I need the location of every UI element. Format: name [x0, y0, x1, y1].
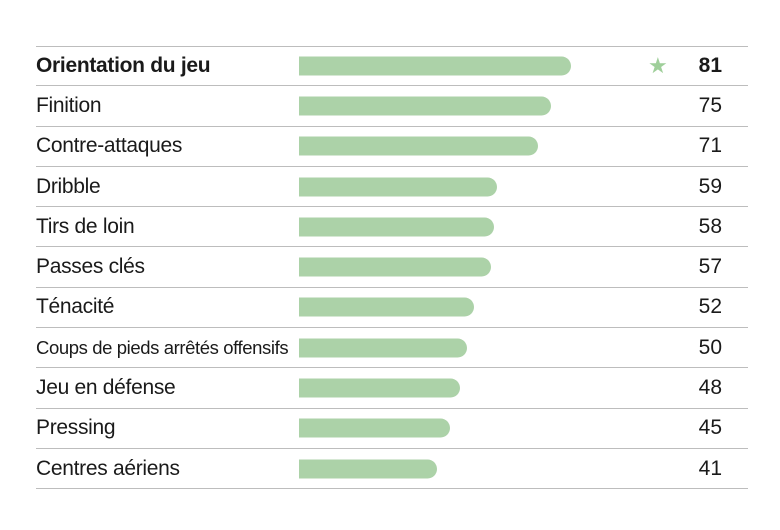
category-label: Tirs de loin: [36, 214, 135, 238]
value-label: 41: [698, 456, 722, 480]
value-label: 71: [698, 134, 722, 158]
chart-row: Ténacité 52: [36, 288, 748, 329]
bar: [299, 217, 494, 237]
category-label: Pressing: [36, 416, 116, 440]
bar: [299, 459, 437, 479]
value-label: 52: [698, 295, 722, 319]
bar: [299, 418, 451, 438]
chart-row: Jeu en défense 48: [36, 368, 748, 409]
value-label: 75: [698, 93, 722, 117]
chart-row: Finition 75: [36, 86, 748, 127]
value-label: 59: [698, 174, 722, 198]
bar: [299, 136, 538, 156]
chart-row: Centres aériens 41: [36, 449, 748, 490]
chart-row: Passes clés 57: [36, 247, 748, 288]
bar: [299, 378, 461, 398]
bar: [299, 56, 572, 76]
chart-row: Orientation du jeu ★ 81: [36, 46, 748, 87]
bar: [299, 177, 498, 197]
value-label: 45: [698, 416, 722, 440]
bar: [299, 96, 551, 116]
category-label: Contre-attaques: [36, 134, 183, 158]
category-label: Dribble: [36, 174, 101, 198]
category-label: Orientation du jeu: [36, 54, 211, 78]
chart-row: Coups de pieds arrêtés offensifs 50: [36, 328, 748, 369]
chart-row: Tirs de loin 58: [36, 207, 748, 248]
bar: [299, 338, 467, 358]
category-label: Jeu en défense: [36, 376, 176, 400]
bar: [299, 257, 491, 277]
value-label: 81: [698, 54, 722, 78]
category-label: Coups de pieds arrêtés offensifs: [36, 336, 289, 358]
value-label: 48: [698, 376, 722, 400]
value-label: 58: [698, 214, 722, 238]
stat-bar-chart: Orientation du jeu ★ 81 Finition 75 Contre-at…: [36, 46, 748, 490]
chart-row: Pressing 45: [36, 409, 748, 449]
value-label: 57: [698, 255, 722, 279]
category-label: Finition: [36, 93, 102, 117]
category-label: Passes clés: [36, 255, 145, 279]
value-label: 50: [698, 335, 722, 359]
category-label: Centres aériens: [36, 456, 180, 480]
bar: [299, 297, 474, 317]
chart-row: Contre-attaques 71: [36, 127, 748, 167]
chart-row: Dribble 59: [36, 167, 748, 208]
star-icon: ★: [648, 53, 668, 79]
category-label: Ténacité: [36, 295, 115, 319]
